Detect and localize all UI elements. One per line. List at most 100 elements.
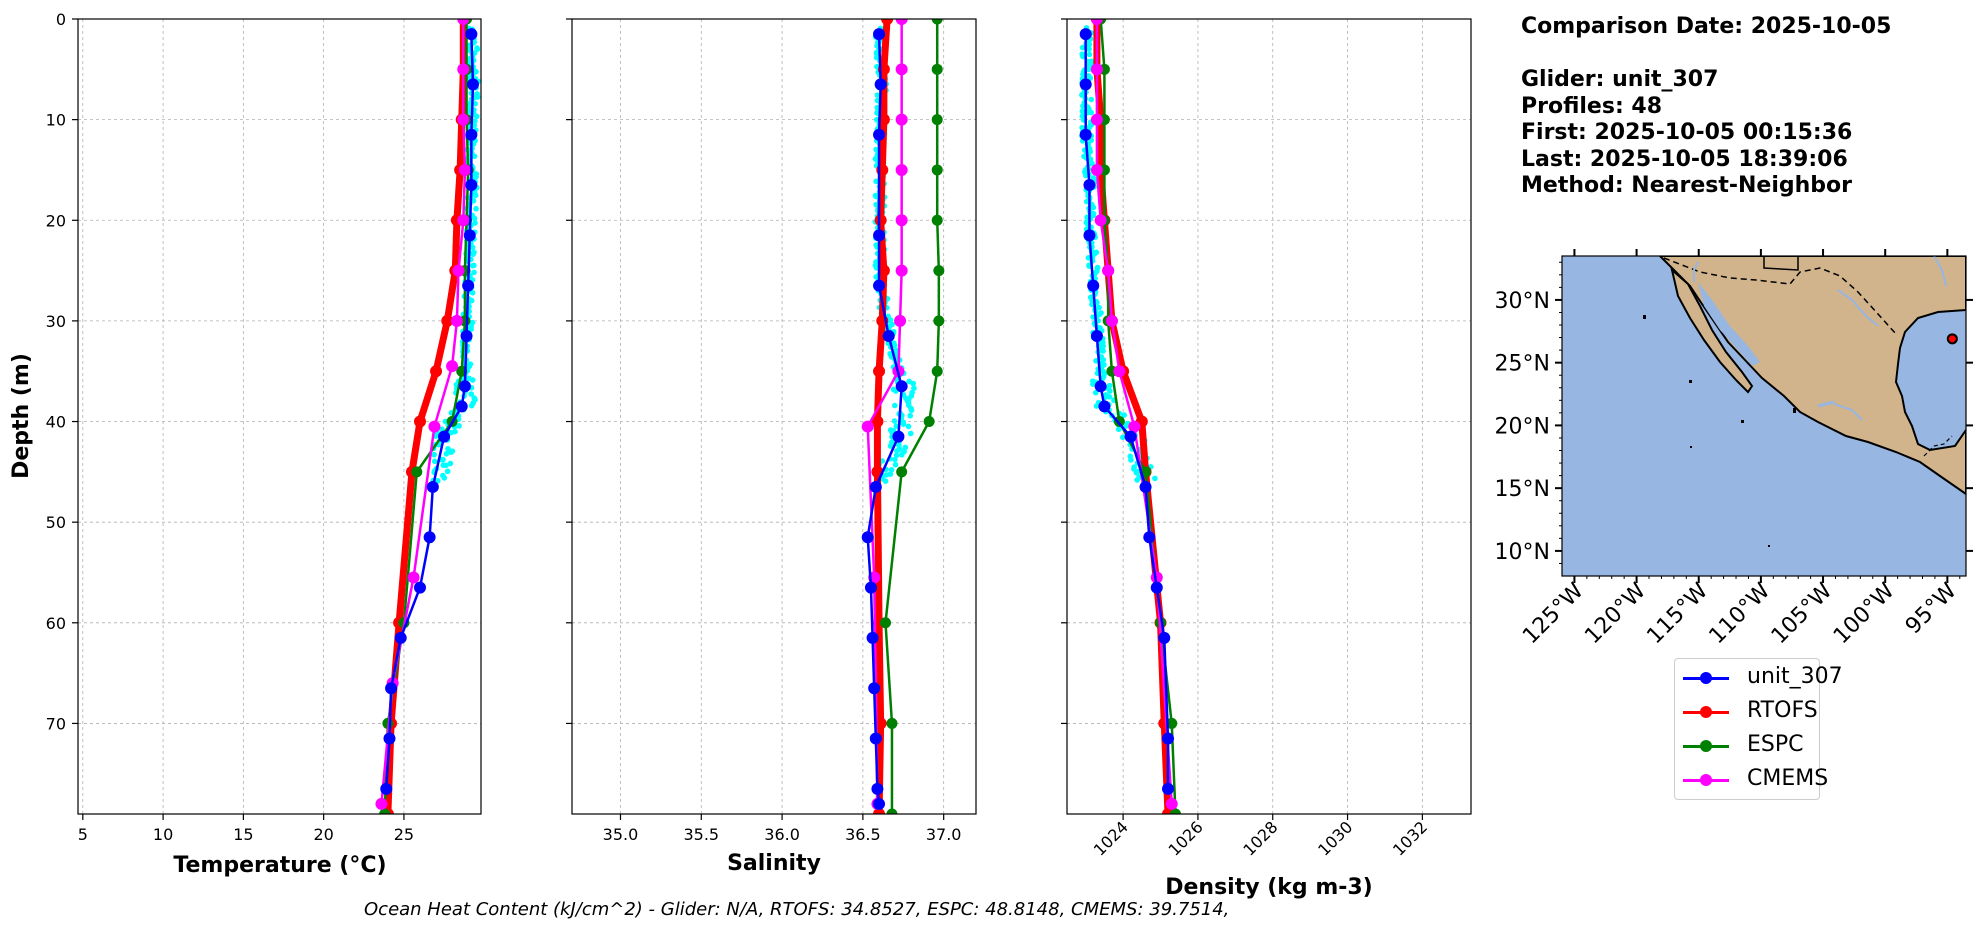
series-line-unit_307 — [1084, 34, 1170, 789]
glider-data-point — [887, 471, 894, 477]
series-marker-unit_307 — [869, 732, 882, 745]
series-marker-unit_307 — [864, 581, 877, 594]
series-marker-cmems — [452, 264, 465, 277]
glider-data-point — [908, 407, 915, 414]
series-marker-cmems — [457, 19, 470, 25]
x-tick-label: 1030 — [1314, 817, 1356, 859]
series-marker-rtofs — [881, 19, 894, 25]
series-marker-unit_307 — [1087, 279, 1100, 292]
salinity-series — [861, 19, 945, 814]
series-marker-espc — [931, 164, 943, 176]
x-tick-label: 1026 — [1165, 817, 1207, 859]
series-marker-unit_307 — [463, 229, 476, 242]
series-marker-unit_307 — [861, 531, 874, 544]
glider-data-point — [469, 244, 476, 251]
glider-data-point — [469, 262, 476, 269]
series-marker-unit_307 — [1150, 581, 1163, 594]
series-marker-unit_307 — [873, 229, 886, 242]
series-marker-unit_307 — [1162, 732, 1174, 745]
series-marker-cmems — [895, 63, 908, 76]
series-marker-cmems — [861, 420, 874, 433]
series-marker-cmems — [1090, 113, 1103, 126]
map-lat-label: 20°N — [1495, 414, 1550, 439]
series-marker-unit_307 — [1090, 329, 1103, 342]
density-panel: 1024 1026 1028 1030 1032 Density (kg m-3) — [1061, 18, 1472, 900]
series-marker-cmems — [457, 214, 470, 227]
x-tick-label: 1024 — [1090, 817, 1132, 859]
glider-data-point — [1086, 66, 1092, 73]
island-tres-marias — [1690, 446, 1692, 448]
glider-data-point — [873, 178, 879, 185]
glider-data-point — [873, 201, 879, 208]
glider-data-point — [907, 412, 914, 419]
series-marker-unit_307 — [868, 682, 881, 695]
map-lon-label: 105°W — [1767, 578, 1838, 649]
glider-data-point — [443, 462, 449, 469]
series-marker-cmems — [1128, 420, 1141, 433]
series-marker-cmems — [446, 360, 459, 373]
glider-data-point — [468, 402, 475, 409]
glider-data-point — [431, 458, 438, 465]
glider-data-point — [1134, 477, 1140, 483]
ocean-heat-content-note: Ocean Heat Content (kJ/cm^2) - Glider: N… — [364, 899, 1230, 920]
series-marker-cmems — [895, 19, 908, 25]
glider-data-point — [892, 456, 898, 463]
x-tick-label: 36.5 — [845, 825, 881, 844]
glider-data-point — [1123, 423, 1130, 429]
glider-location-marker — [1946, 333, 1958, 345]
glider-data-point — [472, 192, 479, 199]
series-marker-unit_307 — [874, 78, 887, 91]
glider-data-point — [448, 429, 454, 436]
series-line-unit_307 — [866, 34, 903, 805]
glider-data-point — [471, 269, 477, 276]
series-marker-unit_307 — [465, 179, 478, 192]
glider-data-point — [1080, 71, 1086, 78]
legend-item-unit_307: unit_307 — [1683, 661, 1843, 695]
series-marker-espc — [886, 717, 898, 729]
map-lat-label: 10°N — [1495, 540, 1550, 565]
series-marker-cmems — [895, 113, 908, 126]
series-marker-cmems — [1090, 163, 1103, 176]
glider-data-point — [1086, 262, 1092, 269]
y-tick-label: 60 — [46, 614, 66, 633]
series-marker-espc — [931, 114, 943, 126]
series-marker-unit_307 — [869, 480, 882, 493]
glider-data-point — [1093, 358, 1099, 364]
series-marker-cmems — [895, 214, 908, 227]
glider-data-point — [882, 478, 889, 484]
series-marker-cmems — [457, 113, 470, 126]
series-marker-unit_307 — [873, 279, 886, 292]
y-tick-label: 50 — [46, 513, 66, 532]
legend: unit_307 RTOFS ESPC CMEMS — [1674, 658, 1843, 800]
series-marker-espc — [886, 808, 898, 814]
glider-data-point — [910, 380, 917, 387]
series-marker-cmems — [458, 163, 471, 176]
temperature-axes-frame — [77, 18, 482, 815]
series-marker-espc — [931, 214, 943, 226]
glider-data-point — [1119, 434, 1126, 441]
glider-data-point — [887, 443, 894, 449]
glider-name: Glider: unit_307 — [1521, 67, 1719, 92]
river-rio-grande — [1837, 289, 1879, 327]
glider-data-point — [1115, 426, 1122, 433]
series-marker-rtofs — [413, 415, 426, 428]
glider-data-point — [448, 449, 454, 456]
density-series — [1079, 19, 1181, 814]
glider-data-point — [473, 173, 479, 180]
glider-data-point — [1121, 412, 1127, 418]
y-tick-label: 20 — [46, 211, 66, 230]
glider-data-point — [898, 451, 905, 458]
series-marker-cmems — [1165, 797, 1178, 810]
series-marker-cmems — [407, 571, 420, 584]
glider-data-point — [1152, 475, 1158, 482]
series-marker-unit_307 — [1098, 400, 1111, 413]
legend-marker-espc — [1700, 740, 1712, 752]
glider-data-point — [1083, 172, 1089, 179]
glider-data-point — [892, 461, 899, 468]
glider-data-point — [906, 378, 912, 385]
glider-data-point — [469, 377, 476, 383]
series-marker-unit_307 — [895, 380, 908, 393]
glider-data-point — [473, 205, 479, 212]
series-marker-unit_307 — [1083, 179, 1096, 192]
series-marker-unit_307 — [873, 28, 886, 41]
